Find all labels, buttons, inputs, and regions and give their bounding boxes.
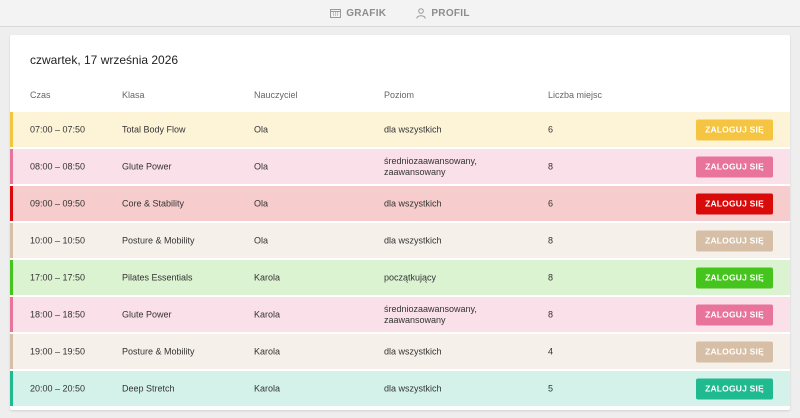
row-time: 07:00 – 07:50 bbox=[30, 124, 86, 134]
row-teacher: Karola bbox=[254, 309, 281, 319]
row-teacher: Ola bbox=[254, 198, 269, 208]
row-places: 8 bbox=[548, 161, 554, 171]
row-places: 8 bbox=[548, 309, 554, 319]
row-time: 10:00 – 10:50 bbox=[30, 235, 86, 245]
login-button[interactable]: ZALOGUJ SIĘ bbox=[696, 119, 773, 140]
row-places: 6 bbox=[548, 198, 554, 208]
table-row: 08:00 – 08:50 Glute Power Ola średniozaawan… bbox=[10, 149, 790, 184]
row-teacher: Ola bbox=[254, 161, 269, 171]
row-level: dla wszystkich bbox=[384, 235, 442, 245]
table-row: 09:00 – 09:50 Core & Stability Ola dla wszy… bbox=[10, 186, 790, 221]
table-row: 10:00 – 10:50 Posture & Mobility Ola dla ws… bbox=[10, 223, 790, 258]
calendar-icon bbox=[330, 8, 342, 18]
row-level: dla wszystkich bbox=[384, 346, 442, 356]
nav-item-grafik[interactable]: GRAFIK bbox=[330, 8, 386, 19]
row-time: 19:00 – 19:50 bbox=[30, 346, 86, 356]
row-time: 20:00 – 20:50 bbox=[30, 383, 86, 393]
column-header-teacher: Nauczyciel bbox=[254, 90, 298, 100]
login-button[interactable]: ZALOGUJ SIĘ bbox=[696, 156, 773, 177]
row-teacher: Ola bbox=[254, 235, 269, 245]
table-row: 20:00 – 20:50 Deep Stretch Karola dla wszys… bbox=[10, 371, 790, 406]
nav-item-profil[interactable]: PROFIL bbox=[416, 8, 469, 19]
row-level: dla wszystkich bbox=[384, 198, 442, 208]
row-class: Glute Power bbox=[122, 161, 172, 171]
row-places: 4 bbox=[548, 346, 554, 356]
row-level: dla wszystkich bbox=[384, 124, 442, 134]
row-level: dla wszystkich bbox=[384, 383, 442, 393]
schedule-rows: 07:00 – 07:50 Total Body Flow Ola dla wszys… bbox=[10, 112, 790, 408]
table-header: Czas Klasa Nauczyciel Poziom Liczba miej… bbox=[10, 90, 790, 110]
nav-item-label: GRAFIK bbox=[346, 7, 387, 19]
row-class: Total Body Flow bbox=[122, 124, 186, 134]
row-places: 5 bbox=[548, 383, 554, 393]
column-header-level: Poziom bbox=[384, 90, 415, 100]
user-icon bbox=[416, 7, 427, 19]
table-row: 18:00 – 18:50 Glute Power Karola średniozaa… bbox=[10, 297, 790, 332]
table-row: 17:00 – 17:50 Pilates Essentials Karola poc… bbox=[10, 260, 790, 295]
login-button[interactable]: ZALOGUJ SIĘ bbox=[696, 193, 773, 214]
row-places: 6 bbox=[548, 124, 554, 134]
column-header-class: Klasa bbox=[122, 90, 145, 100]
row-teacher: Ola bbox=[254, 124, 269, 134]
row-time: 17:00 – 17:50 bbox=[30, 272, 86, 282]
row-class: Core & Stability bbox=[122, 198, 185, 208]
row-teacher: Karola bbox=[254, 272, 281, 282]
row-places: 8 bbox=[548, 272, 554, 282]
row-teacher: Karola bbox=[254, 346, 281, 356]
column-header-places: Liczba miejsc bbox=[548, 90, 603, 100]
row-time: 09:00 – 09:50 bbox=[30, 198, 86, 208]
row-teacher: Karola bbox=[254, 383, 281, 393]
row-class: Posture & Mobility bbox=[122, 346, 195, 356]
row-level: początkujący bbox=[384, 272, 437, 282]
nav-item-label: PROFIL bbox=[431, 7, 470, 19]
row-class: Deep Stretch bbox=[122, 383, 175, 393]
row-time: 08:00 – 08:50 bbox=[30, 161, 86, 171]
column-header-time: Czas bbox=[30, 90, 51, 100]
row-places: 8 bbox=[548, 235, 554, 245]
login-button[interactable]: ZALOGUJ SIĘ bbox=[696, 304, 773, 325]
row-class: Pilates Essentials bbox=[122, 272, 193, 282]
login-button[interactable]: ZALOGUJ SIĘ bbox=[696, 230, 773, 251]
table-row: 19:00 – 19:50 Posture & Mobility Karola dla… bbox=[10, 334, 790, 369]
schedule-date: czwartek, 17 września 2026 bbox=[30, 53, 179, 67]
row-time: 18:00 – 18:50 bbox=[30, 309, 86, 319]
login-button[interactable]: ZALOGUJ SIĘ bbox=[696, 378, 773, 399]
login-button[interactable]: ZALOGUJ SIĘ bbox=[696, 267, 773, 288]
row-level: średniozaawansowany, zaawansowany bbox=[384, 303, 477, 325]
table-row: 07:00 – 07:50 Total Body Flow Ola dla wszys… bbox=[10, 112, 790, 147]
row-class: Glute Power bbox=[122, 309, 172, 319]
login-button[interactable]: ZALOGUJ SIĘ bbox=[696, 341, 773, 362]
schedule-card: czwartek, 17 września 2026 Czas Klasa Na… bbox=[10, 35, 790, 410]
row-level: średniozaawansowany, zaawansowany bbox=[384, 155, 477, 177]
row-class: Posture & Mobility bbox=[122, 235, 195, 245]
top-navigation: GRAFIK PROFIL bbox=[0, 0, 800, 27]
